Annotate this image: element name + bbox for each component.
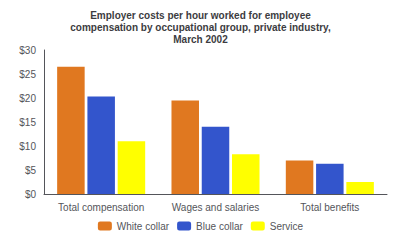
svg-text:$5: $5 [25,165,37,176]
svg-text:$25: $25 [19,69,36,80]
svg-text:compensation by occupational g: compensation by occupational group, priv… [70,22,331,33]
svg-text:March 2002: March 2002 [173,34,228,45]
svg-text:White collar: White collar [117,221,170,232]
svg-text:$15: $15 [19,117,36,128]
svg-text:Service: Service [270,221,304,232]
svg-text:$30: $30 [19,45,36,56]
svg-text:Employer costs per hour worked: Employer costs per hour worked for emplo… [90,10,311,21]
svg-text:Blue collar: Blue collar [196,221,243,232]
svg-text:Wages and salaries: Wages and salaries [172,202,259,213]
svg-text:Total compensation: Total compensation [58,202,144,213]
svg-text:Total benefits: Total benefits [300,202,359,213]
svg-text:$10: $10 [19,141,36,152]
svg-text:$20: $20 [19,93,36,104]
svg-text:$0: $0 [25,189,37,200]
